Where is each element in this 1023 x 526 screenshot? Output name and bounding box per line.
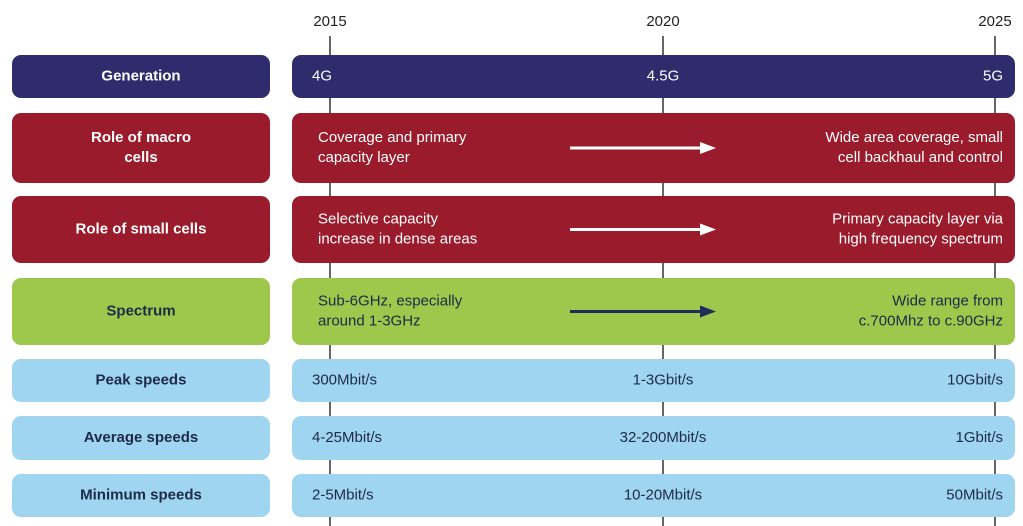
from-text: Sub-6GHz, especially (318, 292, 463, 309)
from-text: around 1-3GHz (318, 312, 421, 329)
row-label: Average speeds (84, 429, 199, 446)
row-label: Role of macro (91, 129, 191, 146)
cell-text: 10-20Mbit/s (624, 486, 702, 503)
row-content-box (292, 416, 1015, 460)
to-text: Wide area coverage, small (825, 129, 1003, 146)
row-label-box (12, 416, 270, 460)
arrow-head (700, 305, 716, 318)
cell-text: 32-200Mbit/s (620, 429, 707, 446)
row-label-box (12, 359, 270, 402)
cell-text: 1Gbit/s (955, 429, 1003, 446)
to-text: c.700Mhz to c.90GHz (859, 312, 1003, 329)
row-label-box (12, 474, 270, 517)
year-label: 2015 (313, 13, 346, 30)
row-label: Role of small cells (76, 220, 207, 237)
to-text: Wide range from (892, 292, 1003, 309)
cell-text: 4.5G (647, 67, 680, 84)
from-text: capacity layer (318, 149, 410, 166)
cell-text: 4-25Mbit/s (312, 429, 382, 446)
row-content-box (292, 359, 1015, 402)
row-label: Peak speeds (96, 371, 187, 388)
from-text: Coverage and primary (318, 129, 467, 146)
row-content-box (292, 55, 1015, 98)
from-text: increase in dense areas (318, 230, 477, 247)
arrow-head (700, 142, 716, 154)
cell-text: 10Gbit/s (947, 371, 1003, 388)
row-label: Spectrum (106, 302, 175, 319)
cell-text: 4G (312, 67, 332, 84)
to-text: high frequency spectrum (839, 230, 1003, 247)
cell-text: 300Mbit/s (312, 371, 377, 388)
row-label-box (12, 196, 270, 263)
cell-text: 1-3Gbit/s (633, 371, 694, 388)
cell-text: 50Mbit/s (946, 486, 1003, 503)
to-text: Primary capacity layer via (832, 210, 1004, 227)
year-label: 2020 (646, 13, 679, 30)
row-label-box (12, 113, 270, 183)
row-content-box (292, 474, 1015, 517)
cell-text: 5G (983, 67, 1003, 84)
arrow-head (700, 223, 716, 236)
from-text: Selective capacity (318, 210, 439, 227)
row-label: Generation (101, 67, 180, 84)
row-label: Minimum speeds (80, 486, 202, 503)
row-label: cells (124, 149, 157, 166)
cell-text: 2-5Mbit/s (312, 486, 374, 503)
row-label-box (12, 278, 270, 345)
row-label-box (12, 55, 270, 98)
year-label: 2025 (978, 13, 1011, 30)
to-text: cell backhaul and control (838, 149, 1003, 166)
